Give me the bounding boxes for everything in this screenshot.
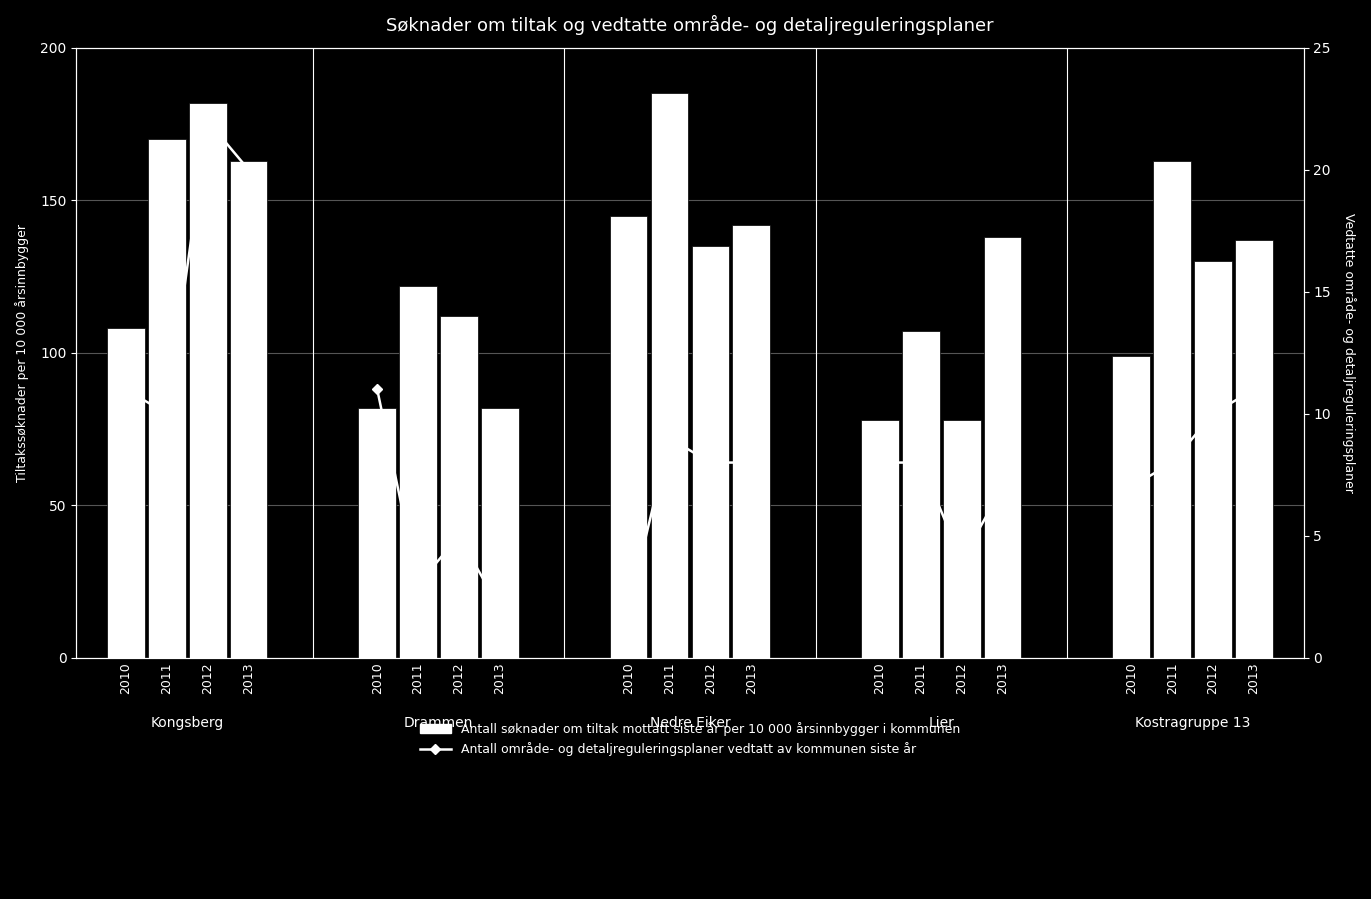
Bar (230, 161, 267, 658)
Bar (691, 246, 729, 658)
Y-axis label: Vedtatte område- og detaljreguleringsplaner: Vedtatte område- og detaljreguleringspla… (1342, 213, 1356, 493)
Bar (651, 93, 688, 658)
Bar (481, 407, 518, 658)
Bar (358, 407, 396, 658)
Bar (399, 286, 437, 658)
Bar (1112, 356, 1150, 658)
Bar (189, 102, 226, 658)
Bar (440, 316, 478, 658)
Bar (732, 225, 771, 658)
Bar (107, 328, 145, 658)
Bar (610, 216, 647, 658)
Bar (1153, 161, 1191, 658)
Text: Drammen: Drammen (404, 717, 473, 730)
Bar (943, 420, 980, 658)
Bar (1194, 262, 1233, 658)
Text: Kostragruppe 13: Kostragruppe 13 (1135, 717, 1250, 730)
Text: Nedre Eiker: Nedre Eiker (650, 717, 731, 730)
Text: Kongsberg: Kongsberg (151, 717, 223, 730)
Bar (1235, 240, 1272, 658)
Bar (861, 420, 899, 658)
Bar (148, 139, 185, 658)
Text: Lier: Lier (928, 717, 954, 730)
Bar (984, 236, 1021, 658)
Legend: Antall søknader om tiltak mottatt siste år per 10 000 årsinnbygger i kommunen, A: Antall søknader om tiltak mottatt siste … (414, 717, 965, 761)
Bar (902, 332, 939, 658)
Title: Søknader om tiltak og vedtatte område- og detaljreguleringsplaner: Søknader om tiltak og vedtatte område- o… (387, 15, 994, 35)
Y-axis label: Tiltakssøknader per 10 000 årsinnbygger: Tiltakssøknader per 10 000 årsinnbygger (15, 224, 29, 482)
